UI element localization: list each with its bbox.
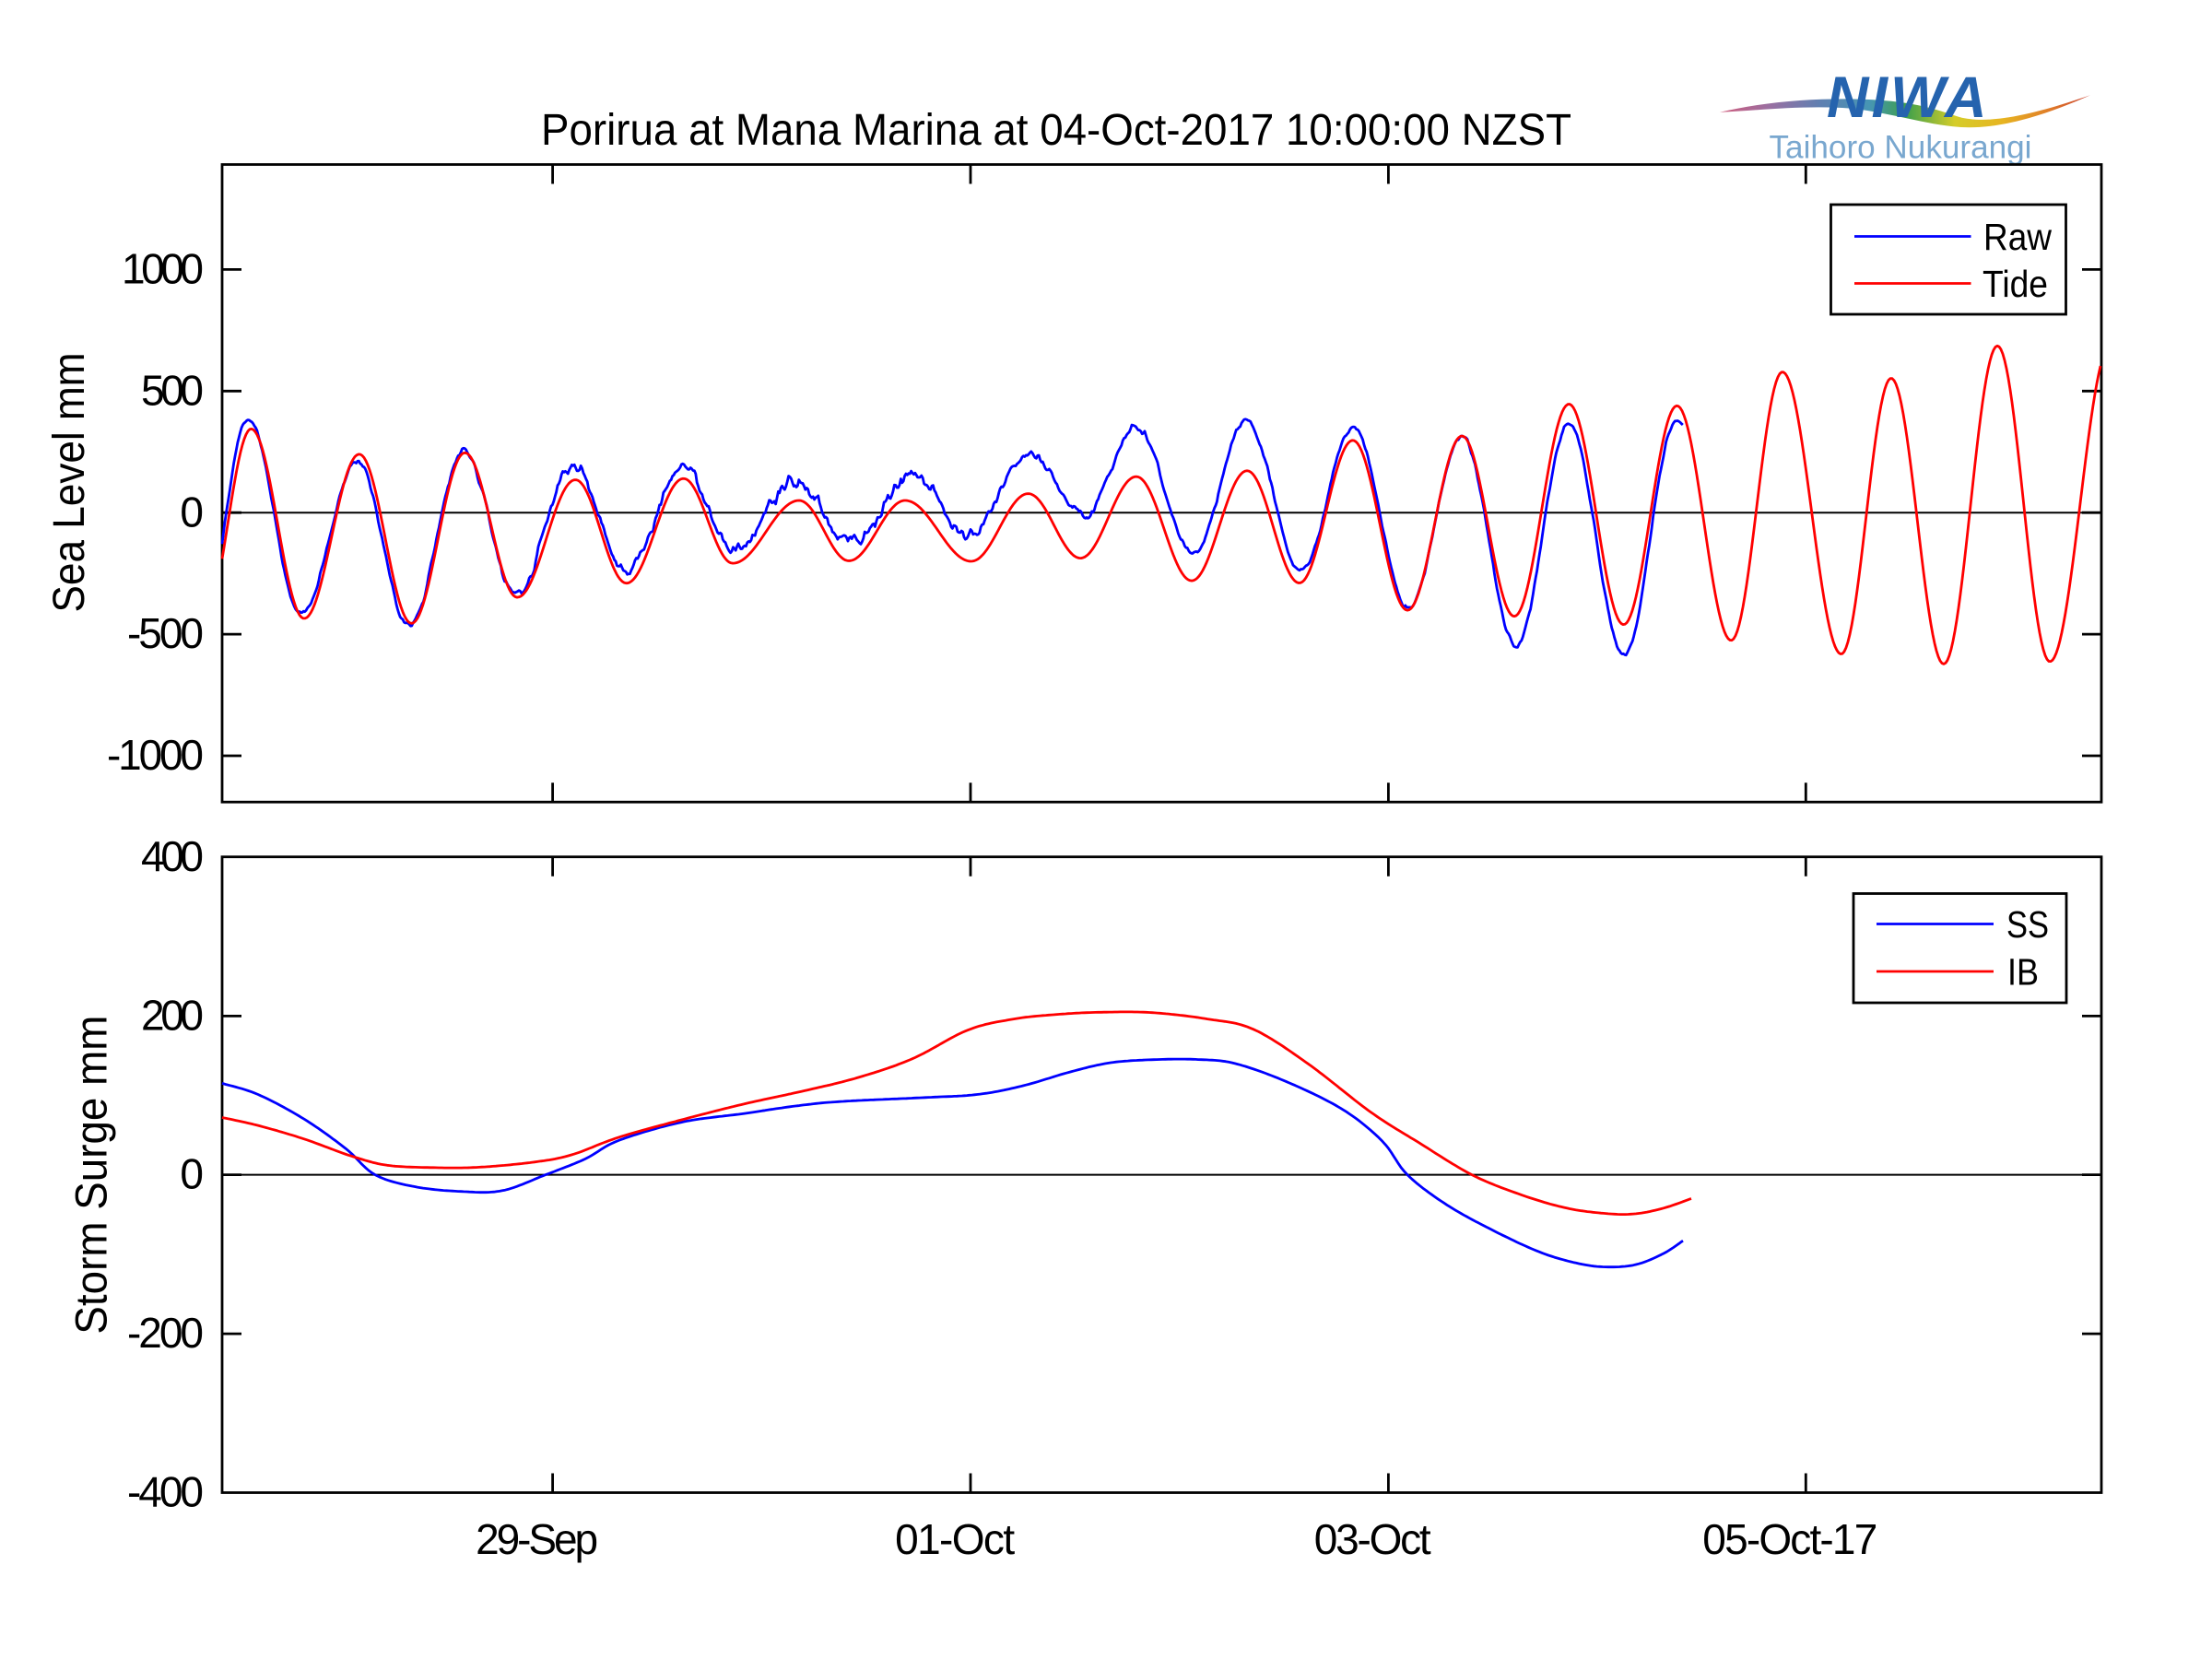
svg-text:Raw: Raw [1983,216,2052,258]
svg-text:Porirua at Mana Marina at 04-O: Porirua at Mana Marina at 04-Oct-2017 10… [541,106,1571,155]
svg-text:01-Oct: 01-Oct [895,1515,1015,1563]
svg-text:Tide: Tide [1983,263,2048,305]
svg-text:-1000: -1000 [107,731,204,779]
svg-text:IB: IB [2007,951,2039,994]
svg-text:29-Sep: 29-Sep [476,1515,598,1563]
svg-text:03-Oct: 03-Oct [1314,1515,1431,1563]
svg-text:500: 500 [141,366,204,414]
svg-text:NIWA: NIWA [1827,65,1989,130]
svg-text:400: 400 [141,832,204,880]
svg-text:Storm Surge mm: Storm Surge mm [67,1016,116,1335]
svg-text:Taihoro Nukurangi: Taihoro Nukurangi [1770,130,2032,166]
svg-text:-500: -500 [127,609,204,657]
svg-text:-400: -400 [127,1468,204,1516]
svg-text:0: 0 [180,1150,204,1198]
svg-text:Sea Level mm: Sea Level mm [45,353,94,613]
svg-text:1000: 1000 [122,245,204,293]
svg-text:SS: SS [2006,903,2049,946]
svg-text:-200: -200 [127,1309,204,1357]
svg-text:200: 200 [141,992,204,1040]
svg-text:05-Oct-17: 05-Oct-17 [1702,1515,1877,1563]
svg-text:0: 0 [180,488,204,535]
